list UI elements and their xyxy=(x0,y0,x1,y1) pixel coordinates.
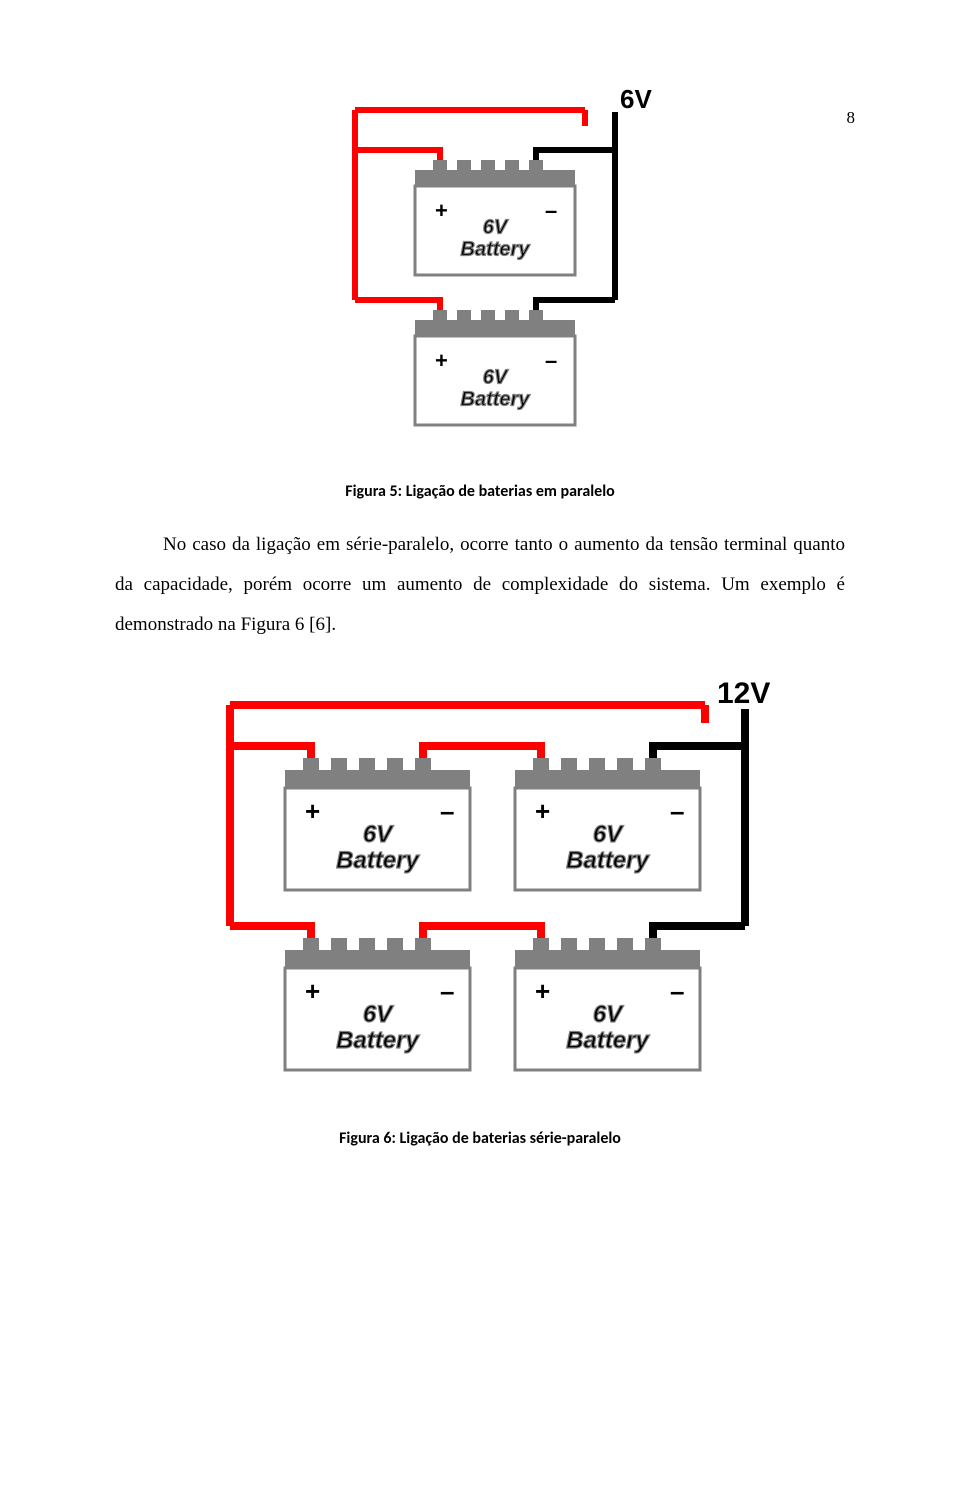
svg-text:6V: 6V xyxy=(593,1001,624,1028)
svg-text:6V: 6V xyxy=(363,821,394,848)
svg-text:Battery: Battery xyxy=(461,238,531,260)
svg-text:+: + xyxy=(535,976,550,1006)
svg-text:–: – xyxy=(670,796,684,826)
svg-text:6V: 6V xyxy=(483,216,509,238)
page-number: 8 xyxy=(847,108,856,128)
figure-6-caption: Figura 6: Ligação de baterias série-para… xyxy=(0,1129,960,1148)
svg-text:–: – xyxy=(440,976,454,1006)
svg-text:–: – xyxy=(440,796,454,826)
svg-text:–: – xyxy=(670,976,684,1006)
figure-6-diagram: 12V+–6VBattery+–6VBattery+–6VBattery+–6V… xyxy=(0,675,960,1105)
svg-text:–: – xyxy=(545,198,557,223)
svg-text:+: + xyxy=(305,976,320,1006)
svg-text:+: + xyxy=(435,348,448,373)
svg-text:6V: 6V xyxy=(363,1001,394,1028)
svg-text:Battery: Battery xyxy=(336,1027,420,1054)
figure-5-diagram: 6V+–6VBattery+–6VBattery xyxy=(0,80,960,460)
body-paragraph: No caso da ligação em série-paralelo, oc… xyxy=(0,525,960,645)
svg-text:+: + xyxy=(305,796,320,826)
svg-text:Battery: Battery xyxy=(336,847,420,874)
svg-text:6V: 6V xyxy=(620,84,652,114)
svg-text:Battery: Battery xyxy=(566,847,650,874)
svg-text:6V: 6V xyxy=(483,366,509,388)
svg-text:+: + xyxy=(435,198,448,223)
svg-text:6V: 6V xyxy=(593,821,624,848)
svg-text:Battery: Battery xyxy=(461,388,531,410)
svg-text:–: – xyxy=(545,348,557,373)
figure-5-caption: Figura 5: Ligação de baterias em paralel… xyxy=(0,482,960,501)
svg-text:+: + xyxy=(535,796,550,826)
svg-text:Battery: Battery xyxy=(566,1027,650,1054)
svg-text:12V: 12V xyxy=(717,677,770,710)
